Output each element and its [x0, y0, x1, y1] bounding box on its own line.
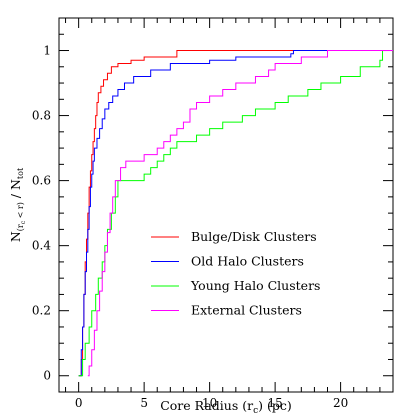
y-axis-label-n: N [8, 231, 23, 242]
legend-label-external-clusters: External Clusters [191, 303, 302, 318]
y-axis-label: N(rc < r) / Ntot [8, 167, 27, 242]
legend-label-old-halo-clusters: Old Halo Clusters [191, 254, 304, 269]
x-tick-label: 10 [202, 396, 217, 410]
legend-label-bulge-disk-clusters: Bulge/Disk Clusters [191, 229, 317, 244]
axis-tick-labels: 0 5 10 15 20 0 0.2 0.4 0.6 0.8 1 [32, 44, 348, 410]
data-series [78, 50, 393, 377]
x-axis-label-subscript: c [253, 406, 258, 415]
x-axis-label: Core Radius (rc) (pc) [160, 398, 292, 415]
x-tick-label: 5 [140, 396, 148, 410]
y-axis-label-tot: tot [16, 167, 25, 179]
series-line-bulge-disk-clusters [78, 50, 393, 377]
y-tick-label: 0.4 [32, 239, 51, 253]
series-line-old-halo-clusters [78, 50, 393, 377]
x-tick-label: 20 [333, 396, 348, 410]
legend: Bulge/Disk Clusters Old Halo Clusters Youn… [151, 229, 320, 318]
x-axis-label-main: Core Radius (r [160, 398, 253, 413]
plot-frame [58, 17, 394, 393]
x-axis-label-tail: ) (pc) [258, 398, 292, 413]
y-tick-label: 1 [43, 44, 51, 58]
y-axis-label-subscript-c: c [20, 220, 27, 224]
axis-ticks [59, 17, 394, 393]
legend-label-young-halo-clusters: Young Halo Clusters [190, 278, 320, 293]
y-axis-label-slash: / N [8, 179, 23, 202]
y-tick-label: 0.8 [32, 109, 51, 123]
y-tick-label: 0.2 [32, 304, 51, 318]
y-axis-label-subscript-tail: < r) [16, 202, 25, 221]
series-line-young-halo-clusters [78, 50, 393, 377]
y-tick-label: 0.6 [32, 174, 51, 188]
y-axis-label-subscript: (r [16, 224, 25, 231]
x-tick-label: 0 [75, 396, 83, 410]
y-tick-label: 0 [43, 369, 51, 383]
series-line-external-clusters [87, 50, 393, 377]
x-tick-label: 15 [267, 396, 282, 410]
